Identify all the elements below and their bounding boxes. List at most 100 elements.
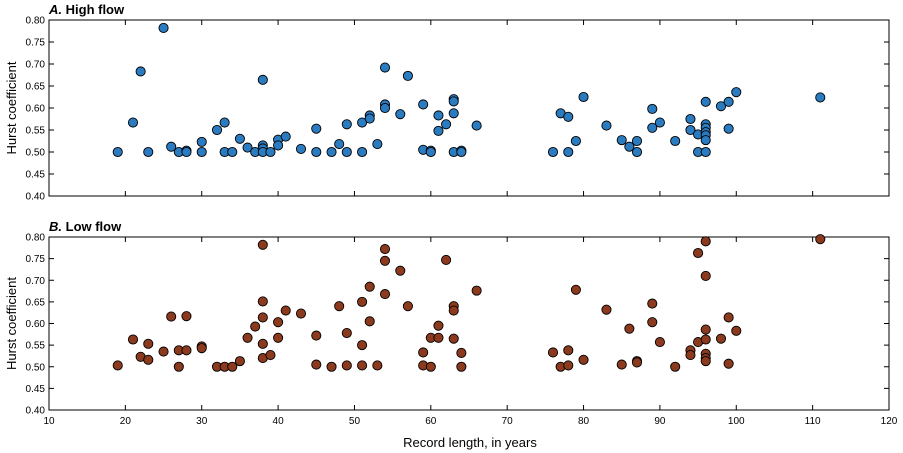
data-point <box>166 141 177 152</box>
x-tick-label: 110 <box>805 416 821 427</box>
data-point <box>433 320 444 331</box>
data-point <box>257 312 268 323</box>
data-point <box>654 337 665 348</box>
data-point <box>273 140 284 151</box>
data-point <box>372 139 383 150</box>
data-point <box>441 254 452 265</box>
data-point <box>670 135 681 147</box>
data-point <box>341 119 352 130</box>
data-point <box>196 343 207 354</box>
data-point <box>731 325 742 336</box>
data-point <box>647 317 658 328</box>
y-tick-label: 0.60 <box>26 104 46 115</box>
data-point <box>700 270 711 281</box>
data-point <box>311 146 322 158</box>
x-tick-label: 70 <box>502 416 514 427</box>
data-point <box>433 125 444 136</box>
data-point <box>685 113 696 125</box>
data-point <box>196 136 207 147</box>
data-point <box>631 146 643 158</box>
data-point <box>731 87 742 98</box>
data-point <box>441 119 452 130</box>
x-tick-label: 30 <box>196 416 208 427</box>
data-point <box>181 146 192 158</box>
data-point <box>326 146 337 158</box>
data-point <box>242 332 253 343</box>
data-point <box>624 323 635 334</box>
data-point <box>379 62 391 73</box>
data-point <box>311 359 322 370</box>
data-point <box>143 146 154 158</box>
data-point <box>181 311 192 322</box>
data-point <box>647 103 658 114</box>
data-point <box>700 236 711 247</box>
panel-title: B. Low flow <box>49 219 122 234</box>
y-tick-label: 0.65 <box>26 82 46 93</box>
data-point <box>311 330 322 341</box>
data-point <box>685 350 696 361</box>
data-point <box>357 296 368 307</box>
data-point <box>357 340 368 351</box>
x-tick-label: 40 <box>273 416 285 427</box>
data-point <box>219 117 230 128</box>
data-point <box>402 70 413 81</box>
data-point <box>234 133 245 144</box>
data-point <box>616 359 627 370</box>
data-point <box>379 289 391 300</box>
y-tick-label: 0.50 <box>26 148 46 159</box>
data-point <box>357 146 368 158</box>
data-point <box>448 333 459 344</box>
data-point <box>578 91 589 103</box>
panel-title-text: Low flow <box>66 219 122 234</box>
data-point <box>693 247 704 259</box>
data-point <box>715 333 727 344</box>
data-point <box>295 143 307 154</box>
data-point <box>257 74 268 85</box>
data-point <box>715 101 727 112</box>
data-point <box>563 146 574 158</box>
data-point <box>334 139 345 150</box>
data-point <box>181 345 192 356</box>
data-point <box>127 117 139 128</box>
data-point <box>135 66 146 77</box>
panel-letter: B. <box>49 219 62 234</box>
x-tick-label: 80 <box>578 416 590 427</box>
y-tick-label: 0.40 <box>26 406 46 417</box>
plot-frame <box>48 236 890 411</box>
data-points <box>112 234 826 372</box>
data-point <box>379 102 391 114</box>
data-point <box>448 108 459 119</box>
data-point <box>631 135 643 147</box>
chart-panel-a: 0.40 0.45 0.50 0.55 0.60 0.65 0.70 0.75 0.80 Hurs… <box>4 2 890 203</box>
data-point <box>601 120 612 131</box>
x-tick-label: 20 <box>120 416 132 427</box>
x-tick-label: 90 <box>654 416 666 427</box>
data-point <box>723 123 734 134</box>
data-point <box>700 135 711 146</box>
data-point <box>143 354 154 365</box>
data-point <box>547 146 559 158</box>
data-point <box>280 131 291 142</box>
y-tick-label: 0.80 <box>26 16 46 27</box>
data-point <box>685 124 696 136</box>
data-point <box>433 332 444 343</box>
data-point <box>547 347 559 358</box>
chart-panels: 0.40 0.45 0.50 0.55 0.60 0.65 0.70 0.75 0.80 Hurs… <box>4 2 898 427</box>
data-point <box>815 234 826 245</box>
y-axis-title: Hurst coefficient <box>4 277 19 370</box>
data-point <box>723 312 734 323</box>
data-point <box>700 96 711 107</box>
data-point <box>196 146 207 158</box>
data-point <box>563 360 574 371</box>
data-point <box>250 321 261 332</box>
y-tick-label: 0.55 <box>26 341 46 352</box>
y-tick-label: 0.70 <box>26 276 46 287</box>
data-point <box>563 111 574 122</box>
data-point <box>570 135 581 147</box>
data-point <box>418 347 429 358</box>
data-points <box>112 22 826 158</box>
data-point <box>280 305 291 316</box>
data-point <box>364 113 375 124</box>
data-point <box>295 308 307 319</box>
data-point <box>616 135 627 146</box>
